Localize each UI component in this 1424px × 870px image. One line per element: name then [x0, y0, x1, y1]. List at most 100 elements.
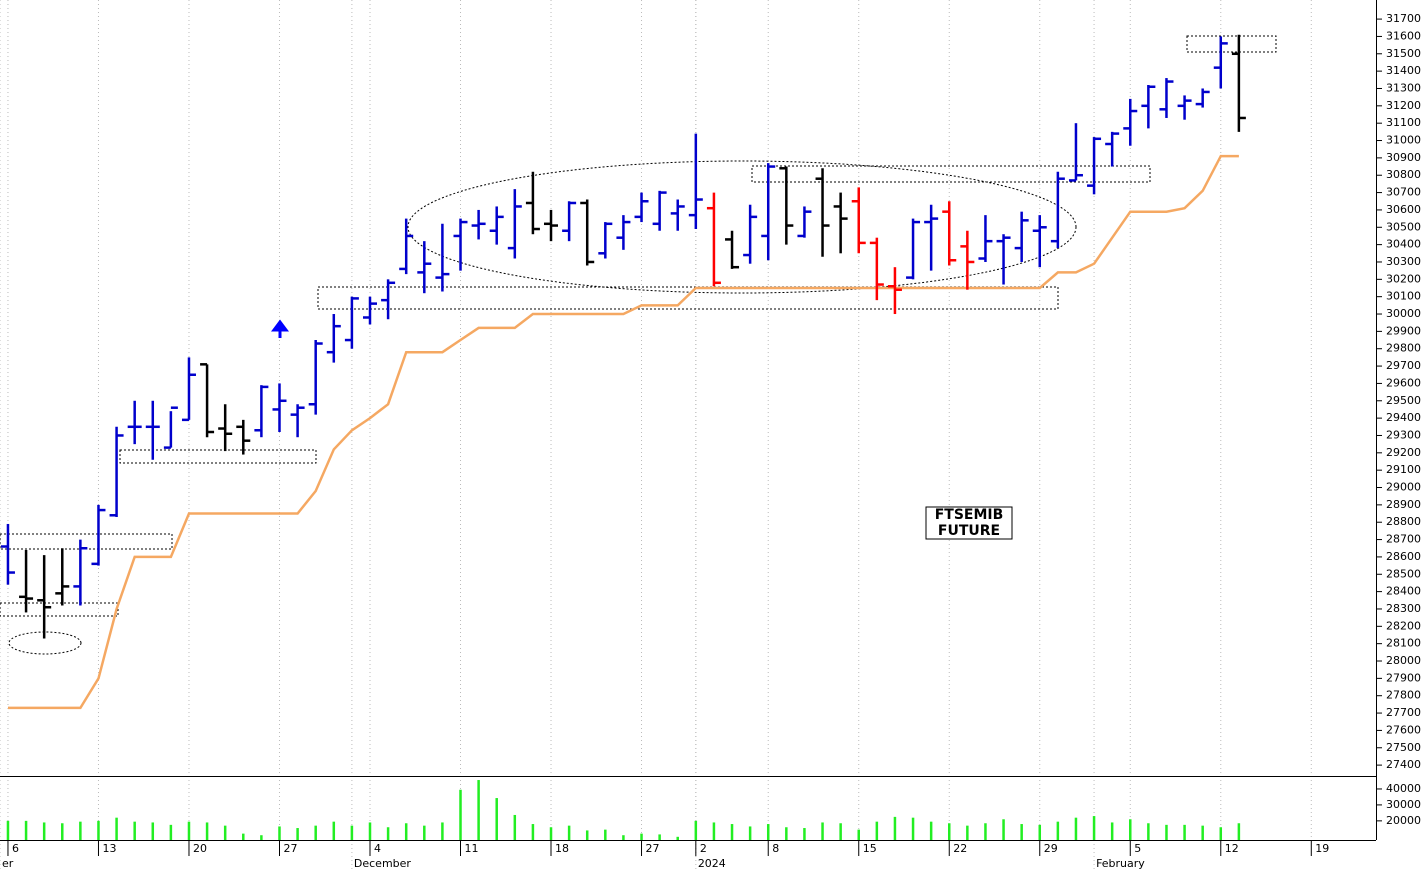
y-tick-label: 27900 — [1386, 671, 1421, 684]
volume-bar — [567, 825, 571, 840]
volume-bar — [314, 825, 317, 840]
y-tick-label: 28400 — [1386, 585, 1421, 598]
volume-bar — [423, 825, 426, 840]
y-tick-label: 28600 — [1386, 550, 1421, 563]
x-tick-label: 22 — [953, 842, 967, 855]
volume-bar — [205, 822, 209, 840]
y-tick-label: 31100 — [1386, 116, 1421, 129]
y-tick-label: 27500 — [1386, 741, 1421, 754]
volume-bar — [332, 821, 336, 840]
volume-bar — [1110, 822, 1114, 840]
x-tick-label: 12 — [1225, 842, 1239, 855]
volume-bar — [350, 825, 354, 840]
y-tick-label: 29600 — [1386, 376, 1421, 389]
y-tick-label: 31200 — [1386, 99, 1421, 112]
period-label: 2024 — [698, 857, 726, 870]
volume-bar — [748, 826, 752, 840]
y-tick-label: 40000 — [1386, 782, 1421, 795]
volume-bar — [984, 823, 987, 840]
volume-bar — [459, 789, 462, 840]
volume-bar — [115, 817, 118, 840]
volume-bar — [839, 823, 842, 840]
volume-bar — [1038, 824, 1042, 840]
range-ellipse — [8, 631, 82, 655]
y-tick-label: 29400 — [1386, 411, 1421, 424]
volume-bar — [1183, 824, 1186, 840]
x-tick-label: 18 — [555, 842, 569, 855]
y-tick-label: 28300 — [1386, 602, 1421, 615]
volume-bar — [676, 836, 679, 840]
volume-bar — [766, 824, 770, 840]
y-tick-label: 27400 — [1386, 758, 1421, 771]
range-box — [0, 533, 173, 550]
x-tick-label: 4 — [374, 842, 381, 855]
x-tick-label: 27 — [283, 842, 297, 855]
range-ellipse — [407, 160, 1077, 294]
y-tick-label: 30200 — [1386, 272, 1421, 285]
volume-bar — [929, 821, 933, 840]
x-tick-label: 6 — [12, 842, 19, 855]
volume-bar — [604, 829, 607, 840]
volume-bar — [1147, 823, 1150, 840]
y-tick-label: 28700 — [1386, 533, 1421, 546]
volume-bar — [966, 825, 969, 840]
volume-bar — [549, 827, 553, 840]
y-tick-label: 28800 — [1386, 515, 1421, 528]
y-tick-label: 20000 — [1386, 814, 1421, 827]
volume-bar — [242, 833, 245, 840]
volume-bar — [1092, 816, 1096, 840]
volume-bar — [857, 829, 860, 840]
volume-bar — [875, 821, 879, 840]
volume-bar — [531, 824, 535, 840]
y-tick-label: 30900 — [1386, 151, 1421, 164]
range-box — [751, 165, 1151, 183]
volume-bar — [386, 827, 390, 840]
annotation-text: FTSEMIB — [935, 507, 1004, 523]
volume-bar — [368, 822, 372, 840]
y-tick-label: 27800 — [1386, 689, 1421, 702]
volume-bar — [79, 821, 82, 840]
x-tick-label: 2 — [700, 842, 707, 855]
volume-bar — [296, 828, 299, 840]
y-tick-label: 31400 — [1386, 64, 1421, 77]
x-tick-label: 27 — [646, 842, 660, 855]
y-tick-label: 30100 — [1386, 290, 1421, 303]
x-tick-label: 13 — [102, 842, 116, 855]
y-tick-label: 30800 — [1386, 168, 1421, 181]
y-tick-label: 29200 — [1386, 446, 1421, 459]
y-tick-label: 30400 — [1386, 238, 1421, 251]
stop-line — [8, 154, 1239, 710]
volume-bar — [821, 822, 824, 840]
volume-bar — [151, 822, 155, 840]
y-tick-label: 29100 — [1386, 463, 1421, 476]
y-tick-label: 30000 — [1386, 798, 1421, 811]
volume-bar — [223, 825, 227, 840]
volume-bar — [42, 822, 46, 840]
volume-bar — [785, 827, 788, 840]
volume-bar — [6, 820, 10, 840]
x-tick-label: 19 — [1315, 842, 1329, 855]
volume-bar — [187, 821, 191, 840]
range-box — [317, 286, 1059, 310]
annotation-text: FUTURE — [938, 523, 1000, 539]
y-tick-label: 29300 — [1386, 428, 1421, 441]
y-tick-label: 27700 — [1386, 706, 1421, 719]
volume-bar — [585, 830, 589, 840]
x-tick-label: 15 — [863, 842, 877, 855]
x-tick-label: 11 — [465, 842, 479, 855]
volume-bar — [712, 822, 716, 840]
range-box — [119, 449, 317, 464]
annotations: FTSEMIB FUTURE — [0, 35, 1277, 655]
y-tick-label: 31500 — [1386, 47, 1421, 60]
volume-bar — [1201, 825, 1204, 840]
y-tick-label: 31000 — [1386, 134, 1421, 147]
y-tick-label: 28100 — [1386, 637, 1421, 650]
volume-bar — [477, 780, 480, 840]
volume-bar — [1237, 823, 1241, 840]
y-tick-label: 30600 — [1386, 203, 1421, 216]
y-tick-label: 28200 — [1386, 619, 1421, 632]
label-box — [925, 506, 1013, 540]
signal-arrow — [271, 319, 289, 338]
x-tick-label: 8 — [772, 842, 779, 855]
